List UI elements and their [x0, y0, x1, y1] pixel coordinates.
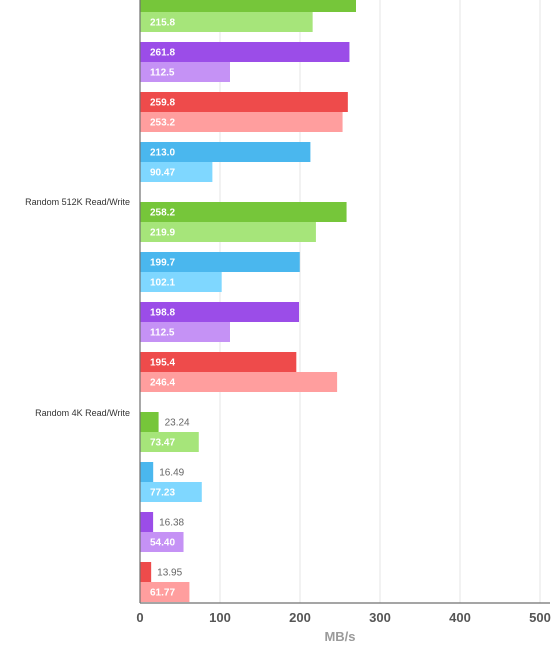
bar	[140, 532, 184, 552]
data-label: 199.7	[150, 258, 175, 269]
data-label: 219.9	[150, 228, 175, 239]
data-label: 195.4	[150, 358, 175, 369]
data-label: 259.8	[150, 98, 175, 109]
data-label: 13.95	[157, 568, 182, 579]
bar	[140, 412, 159, 432]
data-label: 61.77	[150, 588, 175, 599]
group-label: Random 512K Read/Write	[25, 197, 130, 207]
bar	[140, 302, 300, 322]
bar	[140, 352, 297, 372]
bar	[140, 432, 199, 452]
bar	[140, 272, 222, 292]
bar	[140, 142, 311, 162]
data-label: 23.24	[165, 418, 190, 429]
bar	[140, 252, 300, 272]
bar	[140, 582, 190, 602]
data-label: 73.47	[150, 438, 175, 449]
data-label: 198.8	[150, 308, 175, 319]
bars: 215.8 261.8 112.5 259.8 253.2 213.0 90.47 258.2…	[140, 0, 356, 602]
bar	[140, 462, 154, 482]
data-label: 213.0	[150, 148, 175, 159]
x-tick-label: 300	[369, 610, 391, 625]
bar	[140, 62, 230, 82]
x-tick-label: 500	[529, 610, 551, 625]
group-label: Random 4K Read/Write	[35, 408, 130, 418]
data-label: 258.2	[150, 208, 175, 219]
data-label: 90.47	[150, 168, 175, 179]
x-tick-label: 100	[209, 610, 231, 625]
data-label: 112.5	[150, 328, 175, 339]
data-label: 253.2	[150, 118, 175, 129]
data-label: 261.8	[150, 48, 175, 59]
bar	[140, 92, 348, 112]
bar	[140, 42, 350, 62]
bar	[140, 112, 343, 132]
bar	[140, 12, 313, 32]
data-label: 215.8	[150, 18, 175, 29]
data-label: 112.5	[150, 68, 175, 79]
bar	[140, 222, 316, 242]
data-label: 54.40	[150, 538, 175, 549]
group-labels: Random 512K Read/Write Random 4K Read/Wri…	[25, 197, 130, 418]
bar	[140, 482, 202, 502]
x-tick-label: 200	[289, 610, 311, 625]
x-axis-title: MB/s	[324, 629, 355, 644]
x-tick-label: 400	[449, 610, 471, 625]
data-label: 16.38	[159, 518, 184, 529]
bar	[140, 0, 356, 12]
bar	[140, 372, 338, 392]
x-axis: 0 100 200 300 400 500	[136, 0, 551, 625]
bar	[140, 562, 152, 582]
bar	[140, 162, 213, 182]
bar	[140, 202, 347, 222]
data-label: 246.4	[150, 378, 175, 389]
x-tick-label: 0	[136, 610, 143, 625]
grid-lines	[219, 0, 541, 603]
bar	[140, 512, 154, 532]
bar	[140, 322, 230, 342]
data-label: 77.23	[150, 488, 175, 499]
data-label: 102.1	[150, 278, 175, 289]
data-label: 16.49	[159, 468, 184, 479]
